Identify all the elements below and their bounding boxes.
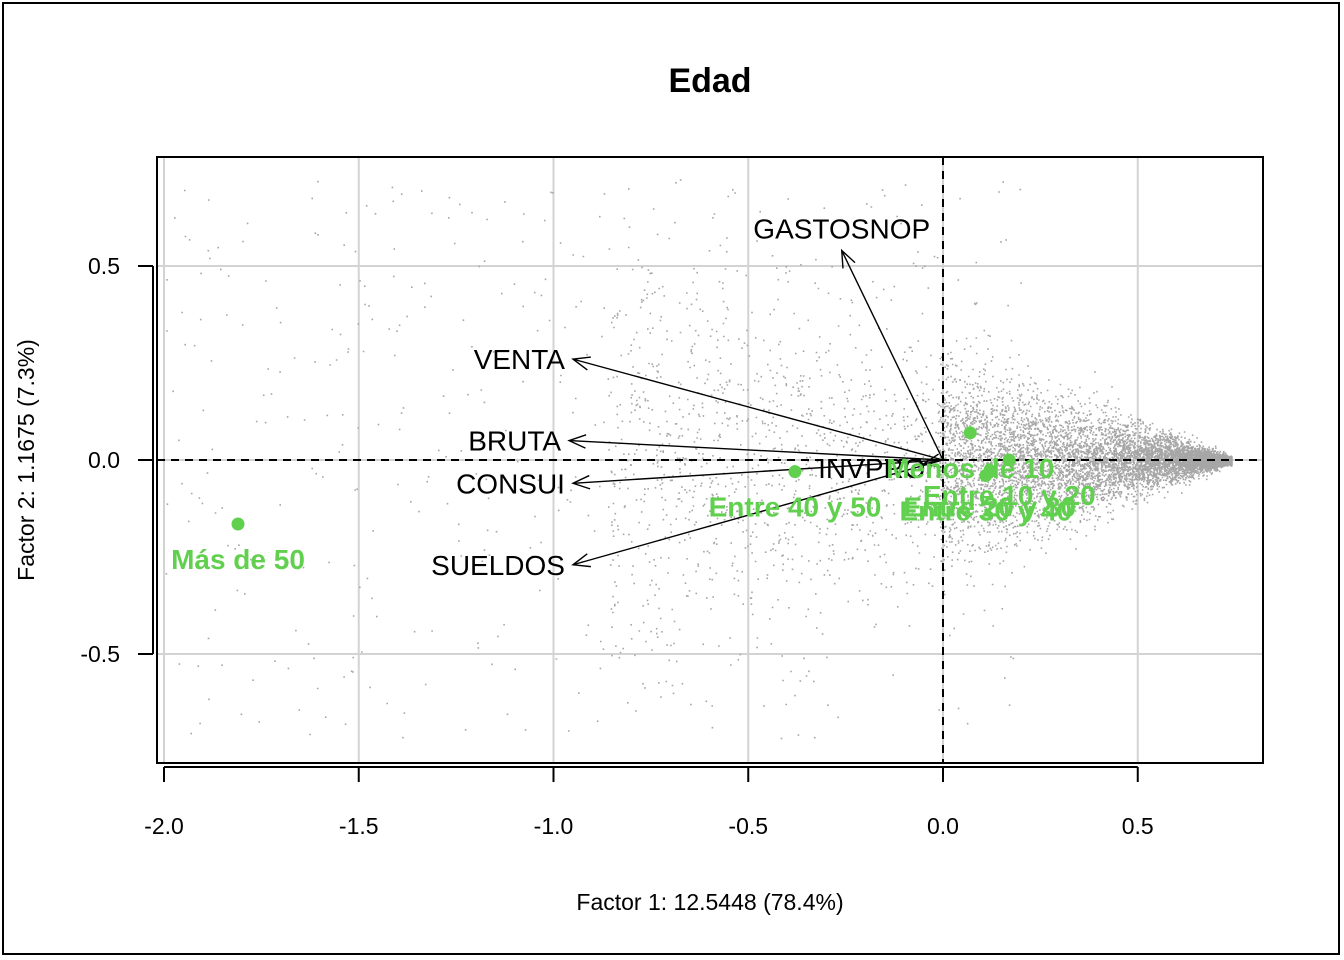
arrow-bruta [569, 439, 944, 461]
plot-area-border [156, 156, 1264, 764]
category-point-4 [788, 465, 802, 479]
x-tick-label-4: 0.0 [927, 813, 959, 839]
y-tick-label-2: 0.5 [88, 253, 120, 279]
variable-label-invpro: INVPRO [818, 453, 925, 484]
arrow-gastosnop [841, 250, 944, 461]
category-point-1 [1002, 453, 1016, 467]
x-tick-label-5: 0.5 [1122, 813, 1154, 839]
x-axis-label: Factor 1: 12.5448 (78.4%) [576, 889, 843, 915]
arrowhead-invpro [921, 453, 942, 468]
category-label-5: Más de 50 [171, 544, 305, 575]
y-axis-label: Factor 2: 1.1675 (7.3%) [13, 339, 39, 581]
category-label-1: Entre 10 y 20 [923, 480, 1096, 511]
reference-lines [157, 157, 1263, 763]
variable-label-venta: VENTA [474, 344, 566, 375]
y-tick-label-1: 0.0 [88, 447, 120, 473]
variable-label-sueldos: SUELDOS [431, 550, 565, 581]
arrow-invpro [923, 459, 944, 465]
x-axis: -2.0 -1.5 -1.0 -0.5 0.0 0.5 [144, 766, 1154, 839]
individuals-cloud [165, 179, 1233, 740]
category-label-2: Entre 20 y 30 [903, 492, 1076, 523]
category-point-0 [963, 426, 977, 440]
category-label-4: Entre 40 y 50 [709, 492, 882, 523]
arrowhead-bruta [567, 434, 587, 449]
category-label-0: Menos de 10 [886, 453, 1054, 484]
arrow-sueldos [572, 459, 944, 566]
y-axis: -0.5 0.0 0.5 [80, 253, 154, 667]
x-tick-label-3: -0.5 [728, 813, 768, 839]
x-tick-label-2: -1.0 [534, 813, 574, 839]
category-label-3: Entre 30 y 40 [899, 496, 1072, 527]
arrow-consui [572, 459, 944, 484]
category-point-3 [979, 469, 993, 483]
variable-label-gastosnop: GASTOSNOP [753, 213, 930, 244]
arrowhead-sueldos [571, 553, 591, 568]
category-point-5 [231, 517, 245, 531]
variable-label-bruta: BRUTA [468, 426, 561, 457]
arrowhead-venta [571, 356, 591, 371]
chart-title: Edad [668, 62, 751, 100]
variable-arrows: GASTOSNOP VENTA BRUTA CONSUI SUELDOS INVPRO [431, 213, 944, 581]
variable-label-consui: CONSUI [456, 468, 565, 499]
individual-points [165, 179, 1233, 740]
x-tick-label-1: -1.5 [339, 813, 379, 839]
arrowhead-gastosnop [840, 248, 856, 269]
arrowhead-consui [571, 474, 591, 490]
arrow-venta [572, 358, 944, 461]
y-tick-label-0: -0.5 [80, 641, 120, 667]
x-tick-label-0: -2.0 [144, 813, 184, 839]
